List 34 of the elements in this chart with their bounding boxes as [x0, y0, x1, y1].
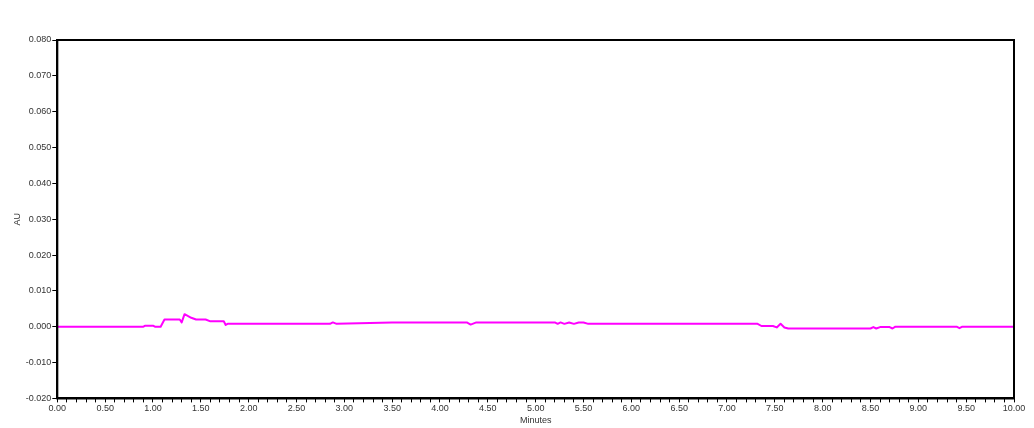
x-tick-label: 3.00: [335, 403, 354, 414]
x-tick-label: 7.00: [718, 403, 736, 414]
x-tick-label: 7.50: [766, 403, 784, 414]
y-tick-label: 0.050: [28, 142, 52, 152]
x-tick-label: 6.50: [670, 403, 688, 414]
x-tick-label: 8.00: [813, 403, 832, 414]
y-tick-label: -0.020: [25, 392, 52, 403]
x-tick-label: 1.50: [192, 403, 210, 414]
x-tick-label: 4.50: [479, 403, 497, 414]
x-tick-label: 3.50: [383, 403, 401, 414]
x-tick-label: 2.50: [287, 403, 306, 414]
y-tick-label: 0.070: [28, 70, 52, 81]
y-tick-label: 0.080: [28, 34, 52, 45]
x-tick-label: 5.00: [526, 403, 545, 414]
x-tick-label: 0.50: [96, 403, 114, 414]
x-tick-label: 1.00: [144, 403, 162, 414]
x-axis-title: Minutes: [519, 415, 552, 426]
y-tick-label: 0.060: [28, 106, 52, 117]
x-tick-label: 9.00: [909, 403, 928, 414]
x-tick-label: 0.00: [48, 403, 67, 414]
x-tick-label: 5.50: [574, 403, 593, 414]
y-tick-label: 0.040: [28, 177, 52, 188]
y-tick-label: 0.030: [28, 213, 52, 224]
y-tick-label: -0.010: [25, 357, 52, 368]
x-tick-label: 4.00: [431, 403, 449, 414]
x-tick-label: 2.00: [239, 403, 258, 414]
x-tick-label: 10.00: [1002, 403, 1026, 414]
x-tick-label: 8.50: [861, 403, 880, 414]
y-tick-label: 0.000: [28, 321, 52, 332]
x-tick-label: 6.00: [622, 403, 641, 414]
x-tick-label: 9.50: [957, 403, 975, 414]
y-axis-title: AU: [11, 212, 22, 226]
y-tick-label: 0.020: [28, 249, 52, 260]
y-tick-label: 0.010: [28, 285, 52, 296]
